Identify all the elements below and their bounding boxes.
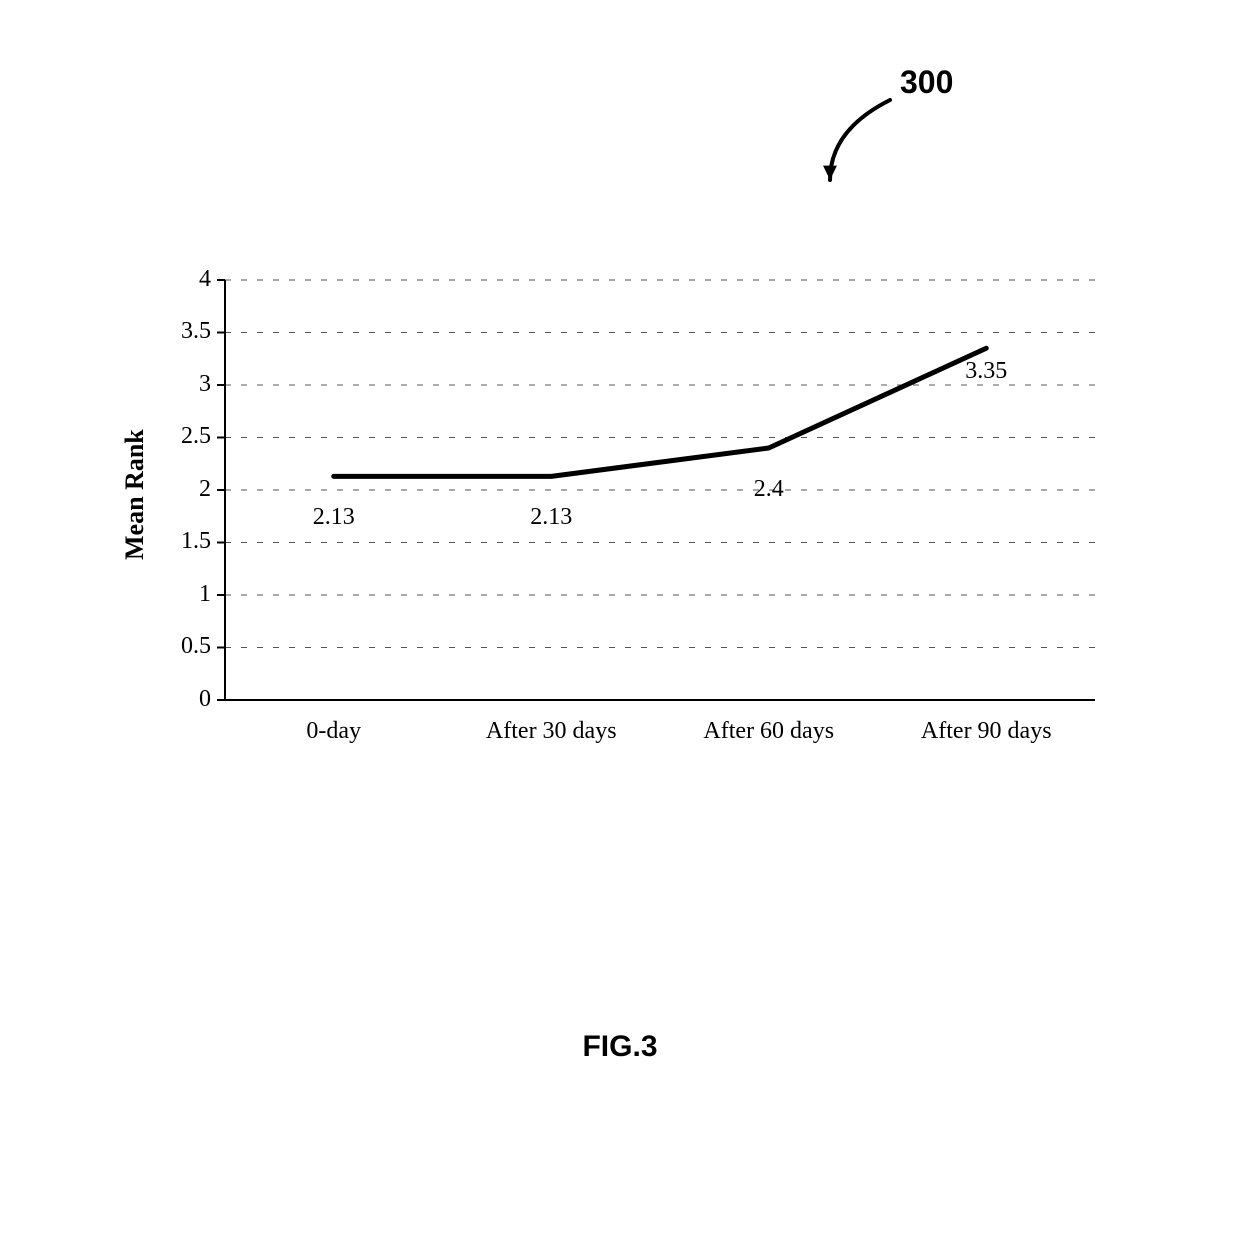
x-axis-category: After 60 days xyxy=(669,718,869,745)
x-axis-category: After 30 days xyxy=(451,718,651,745)
y-tick-label: 0 xyxy=(199,686,211,713)
y-tick-label: 3 xyxy=(199,371,211,398)
y-tick-label: 3.5 xyxy=(181,318,211,345)
x-axis-category: 0-day xyxy=(234,718,434,745)
y-tick-label: 1 xyxy=(199,581,211,608)
y-tick-label: 2.5 xyxy=(181,423,211,450)
data-point-label: 2.13 xyxy=(491,504,611,531)
figure-caption: FIG.3 xyxy=(0,1030,1240,1064)
data-point-label: 3.35 xyxy=(926,358,1046,385)
data-point-label: 2.13 xyxy=(274,504,394,531)
y-tick-label: 0.5 xyxy=(181,633,211,660)
y-tick-label: 1.5 xyxy=(181,528,211,555)
data-point-label: 2.4 xyxy=(709,476,829,503)
y-tick-label: 2 xyxy=(199,476,211,503)
figure-page: { "figure": { "reference_number": "300",… xyxy=(0,0,1240,1233)
x-axis-category: After 90 days xyxy=(886,718,1086,745)
y-tick-label: 4 xyxy=(199,266,211,293)
